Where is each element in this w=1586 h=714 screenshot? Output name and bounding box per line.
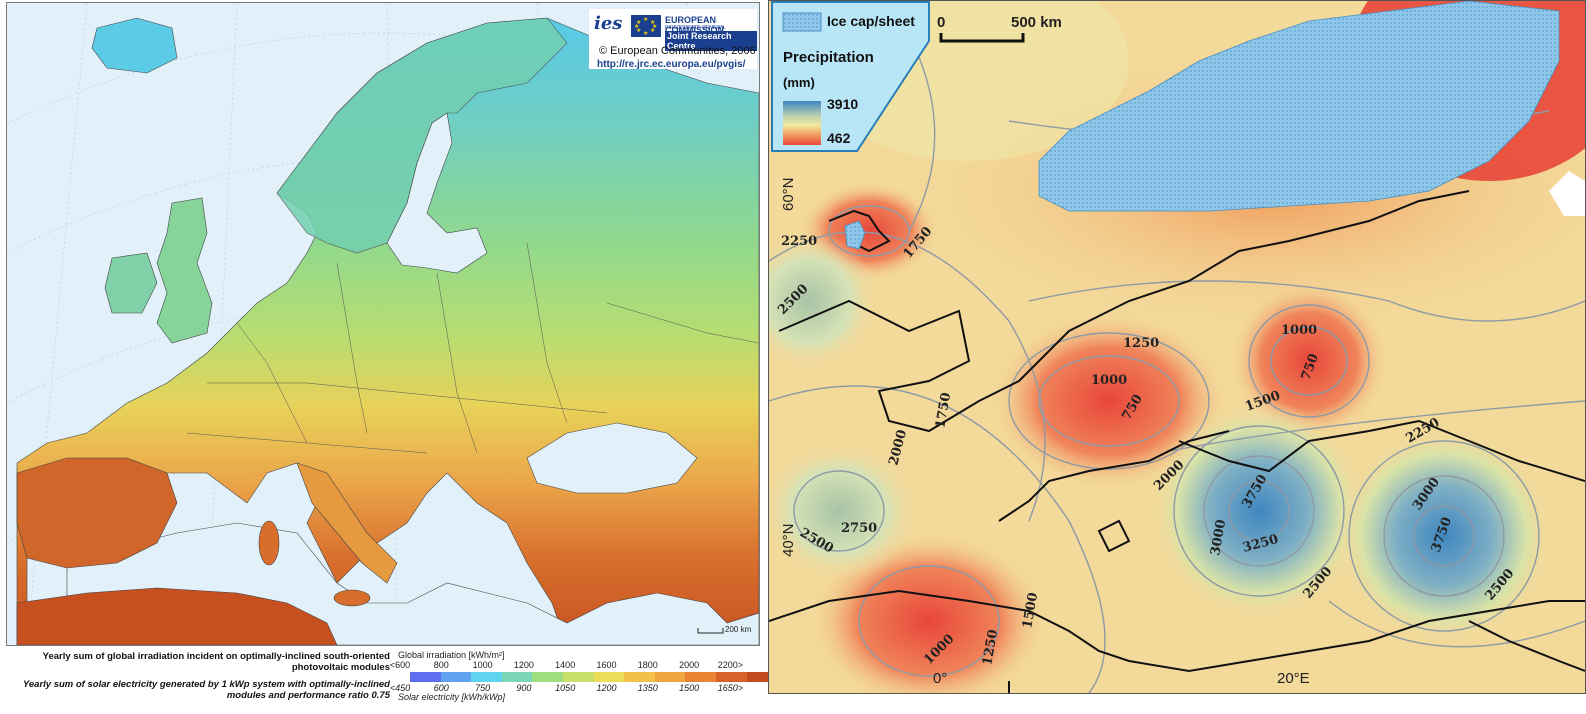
legend-color-cell — [440, 672, 472, 682]
legend-tick-label: 2200> — [717, 660, 744, 670]
contour-label: 1250 — [1123, 336, 1159, 351]
scale-bar-graphic — [697, 628, 724, 634]
longitude-0-label: 0° — [933, 670, 947, 687]
copyright-text: © European Communities, 2006 — [599, 45, 756, 57]
legend-tick-label: 1600 — [596, 660, 617, 670]
iberia — [16, 457, 178, 569]
precipitation-unit: (mm) — [783, 75, 815, 90]
legend-color-cell — [593, 672, 625, 682]
ies-logo: ies — [594, 13, 623, 34]
legend-tick-label: 1050 — [555, 683, 576, 693]
contour-label: 1000 — [1281, 323, 1317, 338]
legend-color-cell — [501, 672, 533, 682]
caption-electricity-line2: modules and performance ratio 0.75 — [226, 690, 390, 701]
precipitation-gradient-swatch — [783, 101, 821, 145]
italy — [296, 462, 398, 584]
right-scale-bar — [939, 33, 1025, 43]
legend-tick-label: 1200 — [513, 660, 534, 670]
sardinia — [258, 520, 280, 566]
caption-electricity: Yearly sum of solar electricity generate… — [2, 679, 390, 701]
legend-tick-label: 800 — [433, 660, 449, 670]
legend-color-bar — [410, 672, 778, 682]
precipitation-graphic: 2250 1750 2500 1250 1000 750 1750 1000 7… — [769, 1, 1585, 693]
legend-panel-shape — [771, 1, 930, 152]
latitude-60-label: 60°N — [780, 177, 797, 211]
legend-color-cell — [532, 672, 563, 682]
precipitation-max: 3910 — [827, 96, 859, 112]
ice-legend-swatch — [782, 12, 822, 32]
country-borders — [186, 242, 759, 454]
legend-color-cell — [715, 672, 747, 682]
coastlines — [769, 190, 1585, 693]
legend-tick-label: 1000 — [472, 660, 493, 670]
legend-color-cell — [685, 672, 716, 682]
sicily — [333, 589, 371, 607]
black-sea — [526, 422, 698, 494]
contour-label: 1500 — [1020, 591, 1041, 629]
iceland-ice-cap — [844, 220, 866, 250]
legend-tick-label: 1650> — [717, 683, 744, 693]
precipitation-title: Precipitation — [783, 49, 874, 66]
legend-tick-label: 750 — [475, 683, 491, 693]
north-africa — [16, 587, 338, 645]
legend-tick-label: <600 — [389, 660, 411, 670]
legend-color-cell — [410, 672, 441, 682]
electricity-legend-title: Solar electricity [kWh/kWp] — [398, 692, 506, 702]
legend-color-cell — [654, 672, 686, 682]
europe-irradiation-graphic — [7, 3, 759, 645]
scandinavia — [276, 17, 568, 254]
legend-tick-label: 2000 — [679, 660, 700, 670]
contour-label: 3000 — [1208, 518, 1229, 556]
longitude-20-label: 20°E — [1277, 670, 1310, 687]
pvgis-link[interactable]: http://re.jrc.ec.europa.eu/pvgis/ — [597, 59, 746, 70]
caption-irradiation: Yearly sum of global irradiation inciden… — [2, 651, 390, 673]
scale-bar-label: 200 km — [725, 625, 752, 634]
map-edge-gap — [1549, 171, 1585, 216]
caption-electricity-line1: Yearly sum of solar electricity generate… — [22, 679, 390, 690]
precipitation-map: 2250 1750 2500 1250 1000 750 1750 1000 7… — [768, 0, 1586, 694]
legend-color-cell — [562, 672, 594, 682]
legend-tick-label: 1800 — [637, 660, 658, 670]
contour-label: 1750 — [933, 391, 954, 429]
caption-irradiation-line1: Yearly sum of global irradiation inciden… — [42, 651, 390, 662]
ireland — [104, 252, 158, 314]
solar-irradiation-map: ies ★ ★ ★ ★ ★ ★ ★ ★ EUROPEAN COMMISSION DIREC… — [6, 2, 760, 646]
scale-zero-label: 0 — [937, 14, 945, 31]
legend-tick-label: 1400 — [555, 660, 576, 670]
legend-tick-label: 1500 — [679, 683, 700, 693]
jrc-logo-panel: ies ★ ★ ★ ★ ★ ★ ★ ★ EUROPEAN COMMISSION DIREC… — [589, 9, 757, 70]
directorate-label: DIRECTORATE-GENERAL — [665, 25, 726, 31]
eu-flag-icon: ★ ★ ★ ★ ★ ★ ★ ★ — [631, 15, 661, 37]
ice-legend-label: Ice cap/sheet — [827, 13, 915, 29]
legend-color-cell — [471, 672, 502, 682]
caption-irradiation-line2: photovoltaic modules — [291, 662, 390, 673]
precipitation-min: 462 — [827, 130, 851, 146]
great-britain — [156, 197, 213, 344]
contour-label: 1250 — [980, 628, 1001, 666]
greenland-ice-sheet — [1038, 1, 1560, 212]
contour-label: 2250 — [781, 234, 817, 249]
legend-tick-label: 1200 — [596, 683, 617, 693]
irradiation-legend-title: Global irradiation [kWh/m²] — [398, 650, 505, 660]
legend-tick-label: <450 — [389, 683, 411, 693]
latitude-40-label: 40°N — [780, 523, 797, 557]
scale-distance-label: 500 km — [1011, 14, 1062, 31]
legend-color-cell — [624, 672, 655, 682]
iceland — [91, 17, 178, 74]
contour-label: 2750 — [841, 521, 877, 536]
legend-tick-label: 900 — [516, 683, 532, 693]
legend-color-cell — [746, 672, 778, 682]
commission-title: EUROPEAN COMMISSION — [665, 15, 725, 35]
contour-label: 1000 — [1091, 373, 1127, 388]
legend-tick-label: 600 — [433, 683, 449, 693]
legend-tick-label: 1350 — [637, 683, 658, 693]
jrc-label: Joint Research Centre — [665, 31, 757, 51]
